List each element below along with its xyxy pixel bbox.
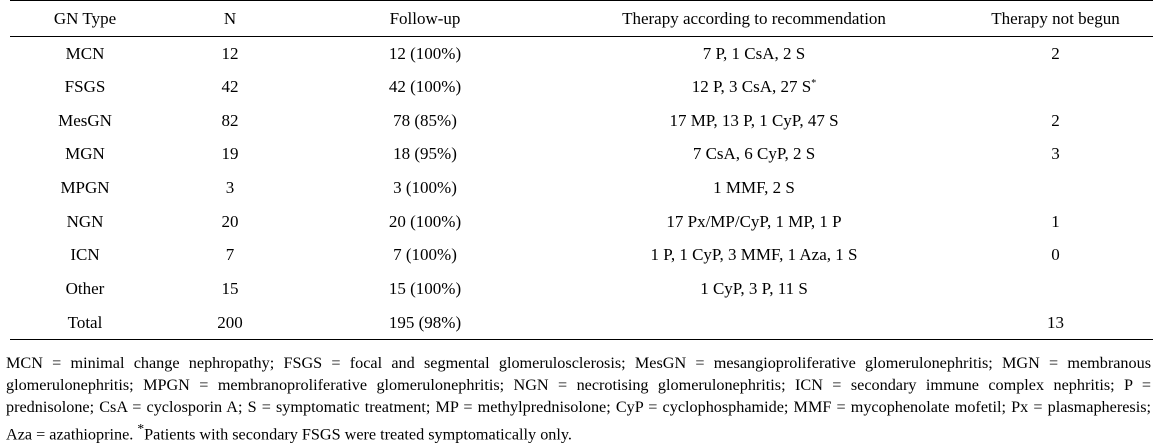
cell-follow-up: 12 (100%) xyxy=(388,43,462,63)
cell-follow-up: 42 (100%) xyxy=(388,77,462,97)
cell-n: 19 xyxy=(221,144,239,164)
cell-therapy-not-begun: 13 xyxy=(1047,312,1064,332)
cell-follow-up: 3 (100%) xyxy=(393,178,457,198)
therapy-text: 17 MP, 13 P, 1 CyP, 47 S xyxy=(669,110,839,130)
cell-gn-type: MCN xyxy=(65,43,105,63)
table-row: Other 15 15 (100%) 1 CyP, 3 P, 11 S xyxy=(10,272,1153,306)
cell-n: 3 xyxy=(225,178,235,198)
cell-therapy-not-begun: 2 xyxy=(1051,110,1060,130)
cell-therapy-not-begun: 0 xyxy=(1051,245,1060,265)
cell-therapy: 7 CsA, 6 CyP, 2 S xyxy=(550,138,958,172)
header-follow-up: Follow-up xyxy=(389,8,461,28)
therapy-text: 7 CsA, 6 CyP, 2 S xyxy=(692,144,816,164)
header-gn-type: GN Type xyxy=(53,8,117,28)
cell-therapy: 1 P, 1 CyP, 3 MMF, 1 Aza, 1 S xyxy=(550,239,958,273)
therapy-footnote-mark: * xyxy=(811,78,817,90)
footnote-abbreviations: MCN = minimal change nephropathy; FSGS =… xyxy=(6,354,1151,444)
cell-follow-up: 15 (100%) xyxy=(388,279,462,299)
table-header-row: GN Type N Follow-up Therapy according to… xyxy=(10,0,1153,37)
table-row: MCN 12 12 (100%) 7 P, 1 CsA, 2 S 2 xyxy=(10,37,1153,71)
therapy-text: 1 MMF, 2 S xyxy=(713,178,795,198)
therapy-text: 7 P, 1 CsA, 2 S xyxy=(702,43,806,63)
cell-follow-up: 195 (98%) xyxy=(388,312,462,332)
cell-n: 12 xyxy=(221,43,239,63)
cell-therapy: 17 MP, 13 P, 1 CyP, 47 S xyxy=(550,104,958,138)
table-footnote: MCN = minimal change nephropathy; FSGS =… xyxy=(6,352,1151,445)
cell-n: 42 xyxy=(221,77,239,97)
cell-therapy-not-begun: 2 xyxy=(1051,43,1060,63)
cell-therapy xyxy=(550,306,958,340)
table-row: MGN 19 18 (95%) 7 CsA, 6 CyP, 2 S 3 xyxy=(10,138,1153,172)
therapy-text: 12 P, 3 CsA, 27 S xyxy=(691,77,812,97)
cell-therapy-not-begun xyxy=(958,171,1153,205)
table-row: ICN 7 7 (100%) 1 P, 1 CyP, 3 MMF, 1 Aza, 1 … xyxy=(10,239,1153,273)
cell-therapy: 17 Px/MP/CyP, 1 MP, 1 P xyxy=(550,205,958,239)
header-n: N xyxy=(223,8,237,28)
cell-follow-up: 78 (85%) xyxy=(393,110,457,130)
cell-therapy: 12 P, 3 CsA, 27 S* xyxy=(550,70,958,104)
header-therapy-not-begun: Therapy not begun xyxy=(991,8,1120,28)
cell-therapy-not-begun: 1 xyxy=(1051,211,1060,231)
cell-gn-type: Total xyxy=(67,312,103,332)
cell-therapy: 7 P, 1 CsA, 2 S xyxy=(550,37,958,71)
cell-therapy: 1 MMF, 2 S xyxy=(550,171,958,205)
cell-n: 7 xyxy=(225,245,235,265)
table-row: Total 200 195 (98%) 13 xyxy=(10,306,1153,340)
cell-gn-type: ICN xyxy=(70,245,100,265)
cell-therapy-not-begun xyxy=(958,70,1153,104)
table-row: MPGN 3 3 (100%) 1 MMF, 2 S xyxy=(10,171,1153,205)
cell-therapy-not-begun xyxy=(958,272,1153,306)
document-page: GN Type N Follow-up Therapy according to… xyxy=(6,0,1153,443)
cell-n: 15 xyxy=(221,279,239,299)
cell-gn-type: MesGN xyxy=(58,110,112,130)
cell-gn-type: MGN xyxy=(65,144,105,164)
cell-gn-type: FSGS xyxy=(64,77,106,97)
table-row: MesGN 82 78 (85%) 17 MP, 13 P, 1 CyP, 47 S 2 xyxy=(10,104,1153,138)
table-body: MCN 12 12 (100%) 7 P, 1 CsA, 2 S 2 FSGS 42 42 (… xyxy=(10,37,1153,340)
footnote-mark: * xyxy=(137,421,145,436)
cell-therapy: 1 CyP, 3 P, 11 S xyxy=(550,272,958,306)
cell-gn-type: MPGN xyxy=(60,178,110,198)
table-row: NGN 20 20 (100%) 17 Px/MP/CyP, 1 MP, 1 P 1 xyxy=(10,205,1153,239)
therapy-text: 1 P, 1 CyP, 3 MMF, 1 Aza, 1 S xyxy=(650,245,858,265)
therapy-text: 17 Px/MP/CyP, 1 MP, 1 P xyxy=(666,211,842,231)
therapy-text: 1 CyP, 3 P, 11 S xyxy=(700,279,808,299)
cell-follow-up: 7 (100%) xyxy=(393,245,457,265)
cell-gn-type: Other xyxy=(65,279,105,299)
cell-gn-type: NGN xyxy=(66,211,104,231)
footnote-note: Patients with secondary FSGS were treate… xyxy=(144,425,572,444)
cell-n: 200 xyxy=(217,312,243,332)
gn-therapy-table: GN Type N Follow-up Therapy according to… xyxy=(10,0,1153,340)
table-row: FSGS 42 42 (100%) 12 P, 3 CsA, 27 S* xyxy=(10,70,1153,104)
cell-n: 82 xyxy=(221,110,239,130)
header-therapy-recommendation: Therapy according to recommendation xyxy=(622,8,886,28)
cell-n: 20 xyxy=(221,211,239,231)
cell-follow-up: 18 (95%) xyxy=(393,144,457,164)
cell-therapy-not-begun: 3 xyxy=(1051,144,1060,164)
cell-follow-up: 20 (100%) xyxy=(388,211,462,231)
